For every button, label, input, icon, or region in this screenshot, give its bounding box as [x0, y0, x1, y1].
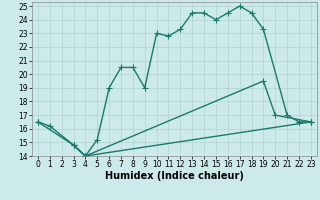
X-axis label: Humidex (Indice chaleur): Humidex (Indice chaleur): [105, 171, 244, 181]
